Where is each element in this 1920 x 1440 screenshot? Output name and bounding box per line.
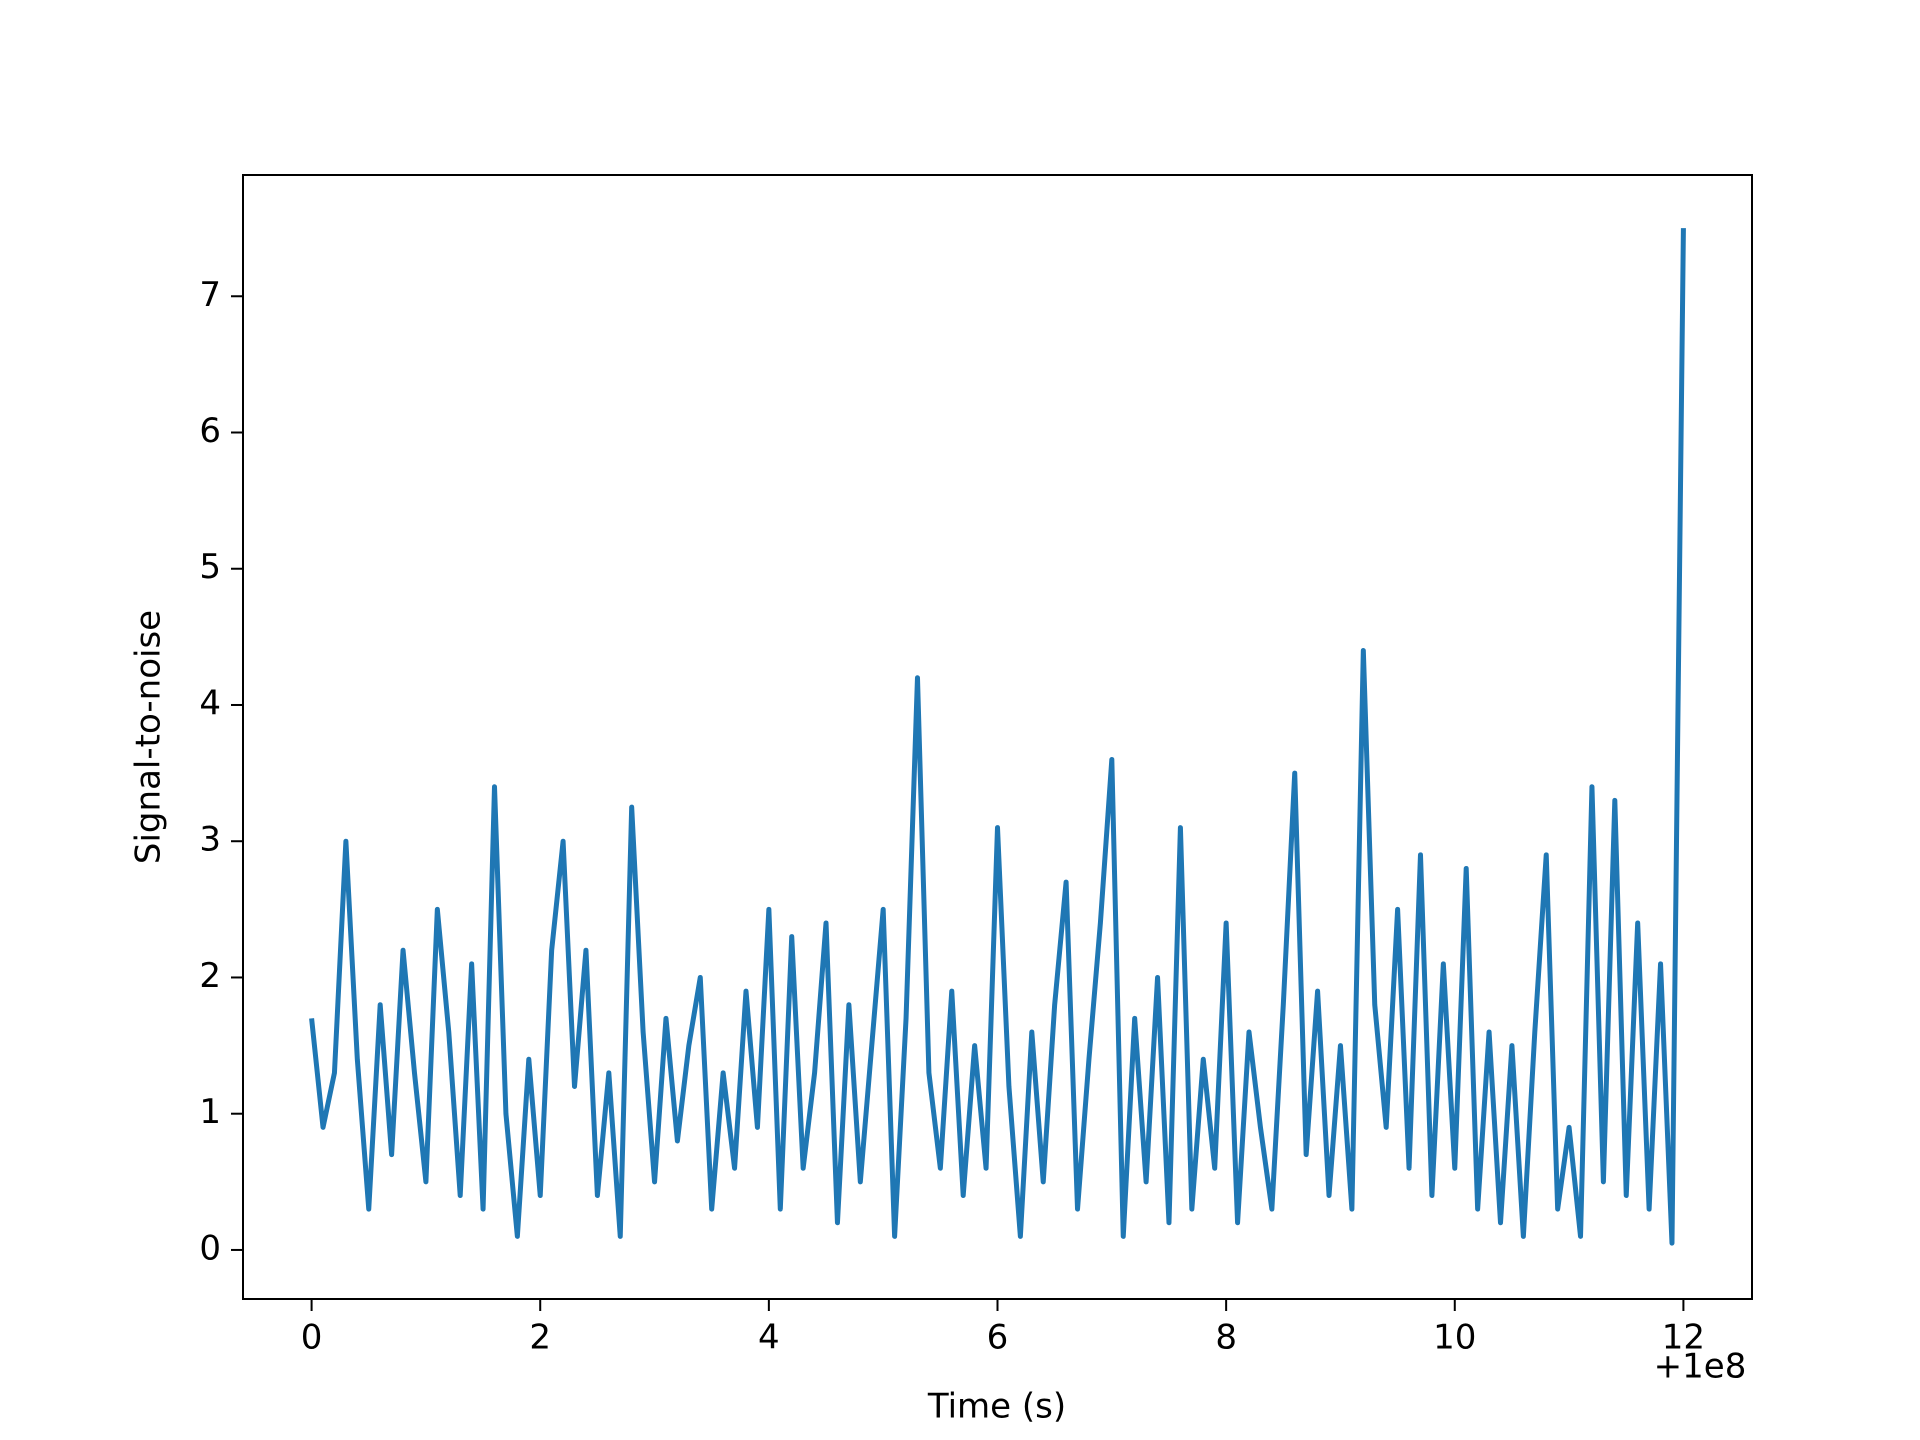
- y-tick-label: 7: [199, 275, 221, 315]
- plot-frame: [242, 174, 1753, 1300]
- x-offset-label: +1e8: [1654, 1347, 1747, 1387]
- x-tick-label: 6: [987, 1318, 1009, 1358]
- signal-line: [309, 228, 1686, 1246]
- x-tick-label: 2: [529, 1318, 551, 1358]
- y-tick-label: 3: [199, 820, 221, 860]
- x-tick-label: 8: [1215, 1318, 1237, 1358]
- y-tick-label: 6: [199, 411, 221, 451]
- x-tick-label: 0: [301, 1318, 323, 1358]
- x-tick-label: 10: [1433, 1318, 1476, 1358]
- x-tick-label: 12: [1662, 1318, 1705, 1358]
- x-tick-label: 4: [758, 1318, 780, 1358]
- y-tick-label: 0: [199, 1228, 221, 1268]
- y-tick-label: 2: [199, 956, 221, 996]
- x-axis-label: Time (s): [927, 1387, 1066, 1427]
- y-tick-label: 5: [199, 547, 221, 587]
- y-tick-label: 4: [199, 683, 221, 723]
- y-tick-label: 1: [199, 1092, 221, 1132]
- y-axis-label: Signal-to-noise: [129, 610, 169, 864]
